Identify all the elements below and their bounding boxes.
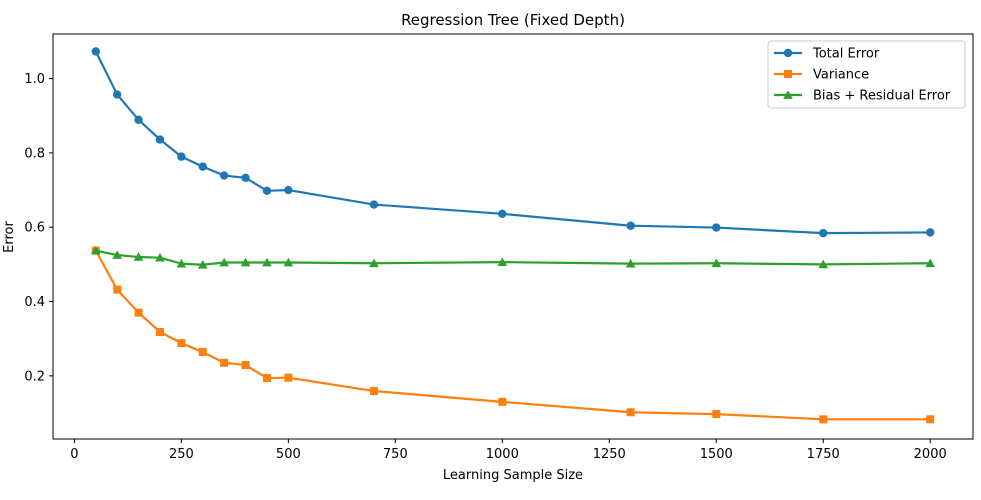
legend-swatch-marker xyxy=(783,48,793,58)
legend: Total Error Variance Bias + Residual Error xyxy=(767,40,966,109)
x-tick-label: 1250 xyxy=(593,447,626,462)
data-point xyxy=(197,259,208,269)
x-tick-label: 750 xyxy=(383,447,408,462)
data-point xyxy=(241,361,250,370)
data-point xyxy=(369,258,379,268)
data-point xyxy=(134,308,143,317)
x-tick-label: 250 xyxy=(169,447,194,462)
chart-title: Regression Tree (Fixed Depth) xyxy=(401,11,625,29)
data-point xyxy=(176,258,187,268)
plot-frame xyxy=(52,33,974,440)
data-point xyxy=(113,285,122,294)
data-point xyxy=(155,135,165,144)
data-point xyxy=(262,374,271,383)
legend-swatch-marker xyxy=(783,90,793,99)
data-point xyxy=(369,200,379,209)
data-point xyxy=(177,152,186,161)
data-point xyxy=(283,257,294,267)
x-axis-title: Learning Sample Size xyxy=(443,468,583,483)
data-point xyxy=(626,221,635,230)
x-tick-label: 2000 xyxy=(914,447,947,462)
data-point xyxy=(262,257,272,267)
data-point xyxy=(498,397,507,406)
data-point xyxy=(284,185,293,195)
series-line-1 xyxy=(94,50,931,235)
data-point xyxy=(198,348,207,357)
x-tick-label: 0 xyxy=(70,447,78,462)
x-tick-label: 1000 xyxy=(486,447,519,462)
data-point xyxy=(926,415,935,424)
data-point xyxy=(926,228,935,237)
y-tick-label: 0.4 xyxy=(24,295,45,310)
x-tick-label: 1750 xyxy=(807,447,840,462)
data-point xyxy=(819,415,828,424)
data-point xyxy=(925,258,936,268)
data-point xyxy=(112,90,122,99)
data-point xyxy=(819,228,828,238)
data-point xyxy=(626,408,635,417)
data-point xyxy=(284,373,293,382)
x-tick-label: 500 xyxy=(276,447,301,462)
series-line-2 xyxy=(94,250,931,421)
y-tick-label: 1.0 xyxy=(24,72,45,87)
series-line-3 xyxy=(95,249,931,266)
data-point xyxy=(177,339,186,348)
data-point xyxy=(711,258,722,268)
data-point xyxy=(497,257,508,266)
data-point xyxy=(112,250,122,259)
plot-area: 0 250 500 750 1000 1250 1500 1750 2000 0.2 0.4 0.6 0… xyxy=(24,33,974,462)
data-point xyxy=(219,257,229,267)
data-point xyxy=(219,171,229,180)
data-point xyxy=(90,245,101,255)
data-point xyxy=(240,257,251,267)
data-point xyxy=(625,258,636,268)
data-point xyxy=(91,47,100,56)
data-point xyxy=(155,252,165,262)
legend-swatch-marker xyxy=(784,70,792,78)
data-point xyxy=(155,327,164,336)
data-point xyxy=(818,259,829,269)
legend-label: Total Error xyxy=(812,47,880,62)
data-point xyxy=(133,252,144,261)
data-point xyxy=(712,223,721,232)
data-point xyxy=(220,358,229,367)
data-point xyxy=(369,387,378,396)
data-point xyxy=(198,162,207,171)
data-point xyxy=(134,115,143,125)
y-tick-label: 0.8 xyxy=(24,146,45,161)
data-point xyxy=(712,410,721,419)
legend-box xyxy=(767,40,966,109)
legend-label: Variance xyxy=(813,68,869,83)
y-axis-title: Error xyxy=(2,221,17,253)
y-tick-label: 0.6 xyxy=(24,221,45,236)
x-tick-label: 1500 xyxy=(700,447,733,462)
data-point xyxy=(498,209,507,219)
data-point xyxy=(262,186,272,195)
legend-label: Bias + Residual Error xyxy=(813,89,951,104)
y-tick-label: 0.2 xyxy=(24,369,45,384)
data-point xyxy=(241,173,250,182)
